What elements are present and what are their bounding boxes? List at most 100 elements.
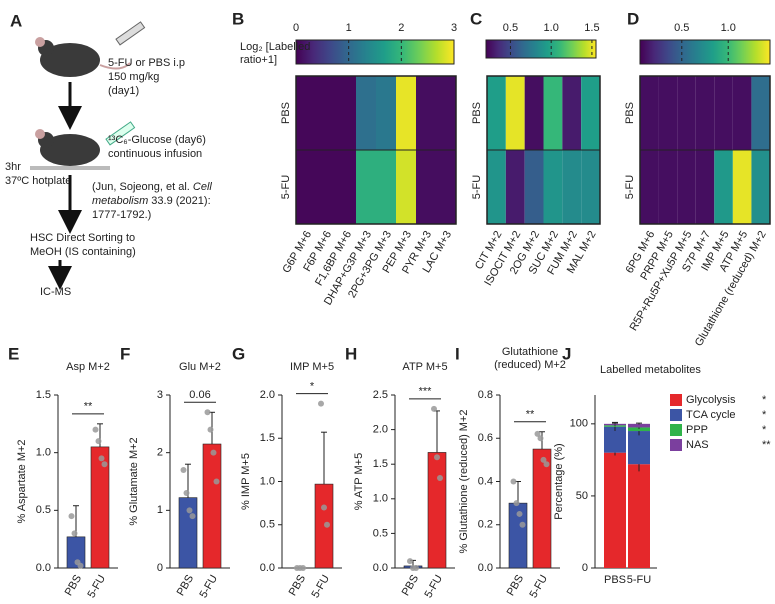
chart-title: IMP M+5	[290, 361, 334, 373]
legend-swatch	[670, 439, 682, 451]
legend-significance: *	[762, 394, 767, 406]
chart-title: ATP M+5	[402, 361, 447, 373]
legend-label: TCA cycle	[686, 409, 736, 421]
hotplate-text: 37ºC hotplate	[5, 175, 71, 187]
citation-part: (Jun, Sojeong, et al.	[92, 181, 193, 193]
data-point	[180, 466, 187, 473]
data-point	[510, 478, 517, 485]
y-axis-label: % Aspartate M+2	[16, 439, 28, 523]
colorbar-tick-label: 1.0	[721, 22, 736, 34]
y-tick-label: 2.0	[373, 424, 388, 436]
significance-label: 0.06	[189, 389, 210, 401]
heatmap-cell	[356, 76, 376, 150]
data-point	[183, 490, 190, 497]
legend-significance: *	[762, 424, 767, 436]
panel-label: D	[627, 9, 639, 28]
colorbar-tick-label: 2	[398, 22, 404, 34]
y-tick-label: 1.0	[36, 447, 51, 459]
heatmap-cell	[416, 150, 436, 224]
heatmap-cell	[376, 76, 396, 150]
chart-title: Glu M+2	[179, 361, 221, 373]
heatmap-cell	[695, 76, 715, 150]
legend-swatch	[670, 424, 682, 436]
colorbar-tick-label: 1.0	[544, 22, 559, 34]
heatmap-cell	[562, 150, 582, 224]
data-point	[519, 521, 526, 528]
y-tick-label: 2.5	[373, 389, 388, 401]
row-label: PBS	[624, 102, 636, 124]
colorbar	[639, 39, 771, 65]
y-tick-label: 1.5	[36, 389, 51, 401]
bar-segment	[604, 423, 626, 426]
panel-label: J	[562, 344, 571, 363]
y-tick-label: 1.5	[260, 432, 275, 444]
row-label: PBS	[280, 102, 292, 124]
legend-label: NAS	[686, 439, 709, 451]
data-point	[213, 478, 220, 485]
citation-part: Cell	[193, 181, 213, 193]
y-tick-label: 0.6	[478, 432, 493, 444]
data-point	[300, 565, 306, 571]
data-point	[513, 500, 520, 507]
heatmap-cell	[751, 76, 770, 150]
heatmap-cell	[732, 76, 752, 150]
data-point	[77, 562, 84, 569]
data-point	[101, 461, 108, 468]
y-tick-label: 100	[570, 418, 588, 430]
panel-label: F	[120, 344, 130, 363]
y-axis-label: % ATP M+5	[353, 453, 365, 510]
heatmap-cell	[658, 76, 678, 150]
y-axis-label: Percentage (%)	[553, 443, 565, 519]
citation-part: metabolism	[92, 195, 148, 207]
row-label: 5-FU	[624, 175, 636, 200]
heatmap-cell	[487, 150, 506, 224]
significance-label: *	[310, 381, 315, 393]
infusion-text: continuous infusion	[108, 148, 202, 160]
y-tick-label: 2.0	[260, 389, 275, 401]
heatmap-cell	[524, 150, 544, 224]
heatmap-cell	[487, 76, 506, 150]
legend-swatch	[670, 409, 682, 421]
data-point	[186, 507, 193, 514]
panel-label: B	[232, 9, 244, 28]
heatmap-cell	[543, 150, 563, 224]
data-point	[207, 426, 214, 433]
heatmap-cell	[436, 76, 456, 150]
heatmap-cell	[640, 150, 659, 224]
injection-text: 5-FU or PBS i.p	[108, 57, 185, 69]
y-tick-label: 0.4	[478, 475, 493, 487]
heatmap-cell	[677, 150, 696, 224]
bar-segment	[628, 423, 650, 428]
panel-label: I	[455, 344, 460, 363]
citation: 1777-1792.)	[92, 209, 151, 221]
data-point	[210, 449, 217, 456]
chart-title: Glutathione	[502, 346, 558, 358]
chart-title: Asp M+2	[66, 361, 110, 373]
heatmap-cell	[677, 76, 696, 150]
data-point	[534, 430, 541, 437]
heatmap-cell	[543, 76, 563, 150]
panel-a: A 5-FU or PBS i.p 150 mg/kg (day1) ¹³C₆-…	[5, 11, 212, 297]
legend-significance: *	[762, 409, 767, 421]
heatmap-cell	[640, 76, 659, 150]
sorting-text: HSC Direct Sorting to	[30, 232, 135, 244]
significance-label: ***	[419, 386, 433, 398]
y-tick-label: 0.0	[373, 562, 388, 574]
y-tick-label: 3	[157, 389, 163, 401]
x-tick-label: PBS	[505, 573, 526, 598]
colorbar	[295, 39, 455, 65]
y-axis-label: % Glutamate M+2	[128, 437, 140, 525]
heatmap-cell	[356, 150, 376, 224]
y-tick-label: 0.5	[260, 519, 275, 531]
bar	[314, 483, 334, 569]
x-tick-label: 5-FU	[85, 573, 108, 600]
data-point	[516, 510, 523, 517]
legend-significance: **	[762, 439, 771, 451]
data-point	[543, 461, 550, 468]
colorbar-tick-label: 1	[346, 22, 352, 34]
data-point	[204, 409, 211, 416]
hotplate-text: 3hr	[5, 161, 21, 173]
y-axis-label: % Glutathione (reduced) M+2	[458, 410, 470, 554]
data-point	[407, 558, 413, 565]
data-point	[92, 426, 99, 433]
